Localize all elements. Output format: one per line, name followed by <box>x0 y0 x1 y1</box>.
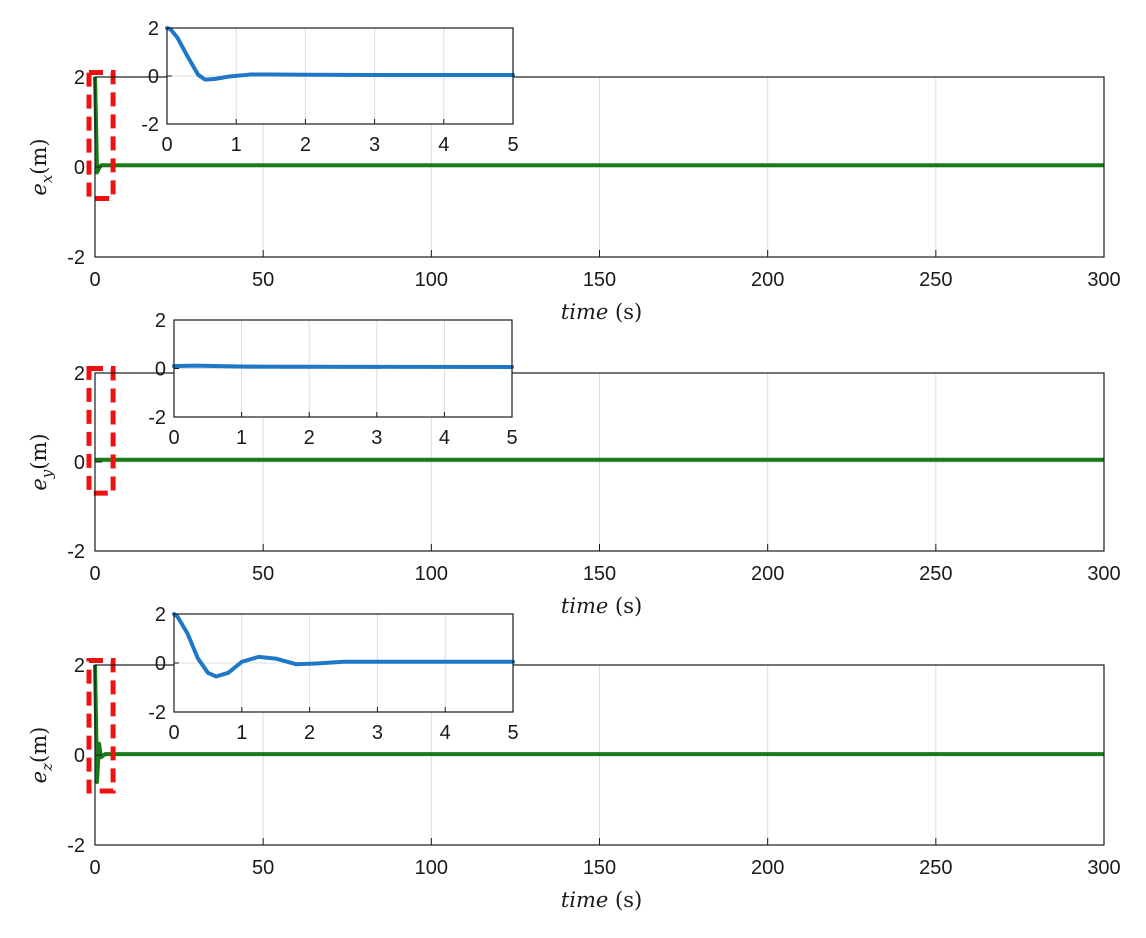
y-axis-label: ez(m) <box>27 727 56 784</box>
x-tick-label: 0 <box>89 857 100 879</box>
inset-x-tick-label: 0 <box>168 722 179 744</box>
inset-y-tick-label: 0 <box>155 653 166 675</box>
inset-axes: 0 1 2 3 4 5-202 <box>141 18 518 156</box>
inset-x-tick-label: 5 <box>507 134 518 156</box>
x-tick-label: 150 <box>583 563 616 585</box>
inset-series-line <box>172 612 515 679</box>
x-tick-label: 300 <box>1087 269 1120 291</box>
x-tick-label: 250 <box>919 857 952 879</box>
y-tick-label: 2 <box>74 67 85 89</box>
x-tick-label: 50 <box>252 857 274 879</box>
x-tick-label: 300 <box>1087 857 1120 879</box>
x-tick-label: 100 <box>415 563 448 585</box>
inset-y-tick-label: 2 <box>155 310 166 332</box>
inset-y-tick-label: -2 <box>148 702 166 724</box>
inset-x-tick-label: 2 <box>304 427 315 449</box>
inset-x-tick-label: 3 <box>372 722 383 744</box>
inset-x-tick-label: 5 <box>507 722 518 744</box>
x-tick-label: 100 <box>415 857 448 879</box>
inset-x-tick-label: 2 <box>304 722 315 744</box>
x-tick-label: 50 <box>252 563 274 585</box>
zoom-highlight-box <box>86 366 116 496</box>
y-tick-label: -2 <box>67 541 85 563</box>
x-tick-label: 200 <box>751 563 784 585</box>
inset-y-tick-label: 0 <box>155 359 166 381</box>
series-line <box>93 664 1104 784</box>
inset-y-tick-label: -2 <box>141 114 159 136</box>
x-tick-label: 200 <box>751 269 784 291</box>
y-tick-label: -2 <box>67 835 85 857</box>
zoom-highlight-box <box>86 658 116 794</box>
y-axis-label: ex(m) <box>27 138 56 195</box>
inset-y-tick-label: 0 <box>148 66 159 88</box>
inset-x-tick-label: 3 <box>369 134 380 156</box>
x-axis-label: time (s) <box>561 888 642 912</box>
inset-x-tick-label: 3 <box>371 427 382 449</box>
x-tick-label: 250 <box>919 269 952 291</box>
x-axis-label: time (s) <box>561 300 642 324</box>
inset-x-tick-label: 1 <box>236 722 247 744</box>
zoom-highlight-box <box>86 70 116 201</box>
x-tick-label: 150 <box>583 857 616 879</box>
inset-x-tick-label: 1 <box>236 427 247 449</box>
x-tick-label: 50 <box>252 269 274 291</box>
y-tick-label: -2 <box>67 247 85 269</box>
y-tick-label: 0 <box>74 745 85 767</box>
x-tick-label: 0 <box>89 269 100 291</box>
x-tick-label: 200 <box>751 857 784 879</box>
x-tick-label: 100 <box>415 269 448 291</box>
inset-series-line <box>172 363 514 370</box>
x-axis-label: time (s) <box>561 594 642 618</box>
inset-y-tick-label: 2 <box>148 18 159 40</box>
inset-x-tick-label: 4 <box>438 134 449 156</box>
inset-x-tick-label: 1 <box>231 134 242 156</box>
x-tick-label: 0 <box>89 563 100 585</box>
inset-x-tick-label: 0 <box>161 134 172 156</box>
inset-x-tick-label: 2 <box>300 134 311 156</box>
x-tick-label: 250 <box>919 563 952 585</box>
inset-series-line <box>165 26 515 82</box>
inset-x-tick-label: 4 <box>439 427 450 449</box>
inset-x-tick-label: 0 <box>168 427 179 449</box>
y-axis-label: ey(m) <box>27 433 56 490</box>
inset-y-tick-label: 2 <box>155 604 166 626</box>
y-tick-label: 2 <box>74 363 85 385</box>
series-line <box>93 76 1104 175</box>
x-tick-label: 150 <box>583 269 616 291</box>
inset-axes: 0 1 2 3 4 5-202 <box>148 310 517 449</box>
x-tick-label: 300 <box>1087 563 1120 585</box>
y-tick-label: 2 <box>74 655 85 677</box>
inset-x-tick-label: 4 <box>440 722 451 744</box>
inset-y-tick-label: -2 <box>148 407 166 429</box>
inset-axes: 0 1 2 3 4 5-202 <box>148 604 518 744</box>
y-tick-label: 0 <box>74 157 85 179</box>
y-tick-label: 0 <box>74 452 85 474</box>
inset-x-tick-label: 5 <box>506 427 517 449</box>
